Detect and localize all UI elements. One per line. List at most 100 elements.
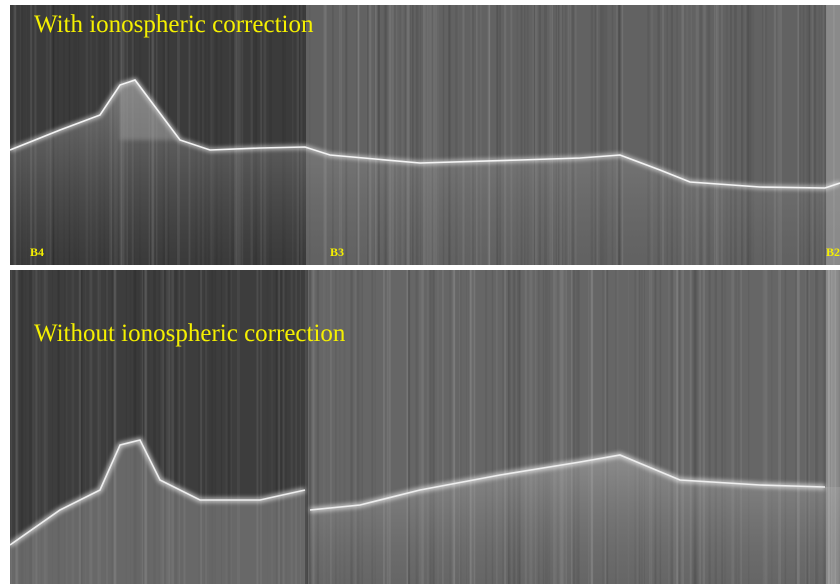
noise-stripe xyxy=(296,5,299,265)
noise-stripe xyxy=(532,5,535,265)
noise-stripe xyxy=(21,270,23,584)
noise-stripe xyxy=(174,270,178,584)
noise-stripe xyxy=(235,5,239,265)
noise-stripe xyxy=(426,270,428,584)
noise-stripe xyxy=(97,270,101,584)
noise-stripe xyxy=(460,270,462,584)
noise-stripe xyxy=(407,270,411,584)
noise-stripe xyxy=(678,270,681,584)
noise-stripe xyxy=(276,270,279,584)
noise-stripe xyxy=(502,270,504,584)
noise-stripe xyxy=(524,5,526,265)
noise-stripe xyxy=(183,270,186,584)
noise-stripe xyxy=(395,5,398,265)
noise-stripe xyxy=(747,5,749,265)
noise-stripe xyxy=(741,5,743,265)
noise-stripe xyxy=(133,270,137,584)
noise-stripe xyxy=(462,5,466,265)
noise-stripe xyxy=(374,5,377,265)
noise-stripe xyxy=(236,5,240,265)
noise-stripe xyxy=(453,270,456,584)
noise-stripe xyxy=(350,270,354,584)
noise-stripe xyxy=(390,5,393,265)
noise-stripe xyxy=(292,5,294,265)
noise-stripe xyxy=(388,270,391,584)
noise-stripe xyxy=(418,270,421,584)
noise-stripe xyxy=(325,5,327,265)
noise-stripe xyxy=(694,270,698,584)
noise-stripe xyxy=(699,5,701,265)
noise-stripe xyxy=(188,5,191,265)
noise-stripe xyxy=(534,270,537,584)
noise-stripe xyxy=(618,5,620,265)
noise-stripe xyxy=(485,270,488,584)
noise-stripe xyxy=(670,5,674,265)
noise-stripe xyxy=(617,5,620,265)
noise-stripe xyxy=(473,270,476,584)
noise-stripe xyxy=(410,5,412,265)
noise-stripe xyxy=(44,270,46,584)
noise-stripe xyxy=(571,5,575,265)
noise-stripe xyxy=(752,5,755,265)
noise-stripe xyxy=(496,5,499,265)
noise-stripe xyxy=(749,5,752,265)
beam-label: B2 xyxy=(826,245,840,259)
noise-stripe xyxy=(13,5,17,265)
noise-stripe xyxy=(304,270,307,584)
noise-stripe xyxy=(574,5,577,265)
noise-stripe xyxy=(469,270,473,584)
noise-stripe xyxy=(420,5,422,265)
noise-stripe xyxy=(692,270,696,584)
noise-stripe xyxy=(512,270,516,584)
noise-stripe xyxy=(508,270,510,584)
noise-stripe xyxy=(431,270,435,584)
noise-stripe xyxy=(492,270,494,584)
noise-stripe xyxy=(236,5,238,265)
noise-stripe xyxy=(198,270,201,584)
noise-stripe xyxy=(14,5,17,265)
noise-stripe xyxy=(259,270,263,584)
noise-stripe xyxy=(158,270,160,584)
noise-stripe xyxy=(81,270,83,584)
noise-stripe xyxy=(555,5,559,265)
noise-stripe xyxy=(271,270,273,584)
noise-stripe xyxy=(307,270,310,584)
noise-stripe xyxy=(797,270,800,584)
noise-stripe xyxy=(569,5,572,265)
noise-stripe xyxy=(449,270,451,584)
noise-stripe xyxy=(464,5,466,265)
noise-stripe xyxy=(279,270,282,584)
noise-stripe xyxy=(699,5,702,265)
noise-stripe xyxy=(563,270,565,584)
beam-label: B4 xyxy=(30,245,44,259)
noise-stripe xyxy=(621,5,624,265)
noise-stripe xyxy=(373,270,376,584)
noise-stripe xyxy=(779,5,783,265)
noise-stripe xyxy=(675,270,679,584)
noise-stripe xyxy=(516,5,519,265)
noise-stripe xyxy=(542,270,544,584)
noise-stripe xyxy=(417,5,420,265)
noise-stripe xyxy=(433,5,436,265)
noise-stripe xyxy=(659,270,662,584)
noise-stripe xyxy=(538,5,541,265)
noise-stripe xyxy=(211,5,214,265)
noise-stripe xyxy=(340,5,342,265)
noise-stripe xyxy=(133,270,137,584)
noise-stripe xyxy=(21,5,23,265)
noise-stripe xyxy=(689,270,692,584)
noise-stripe xyxy=(178,270,180,584)
noise-stripe xyxy=(415,5,418,265)
noise-stripe xyxy=(230,270,232,584)
noise-stripe xyxy=(553,270,556,584)
noise-stripe xyxy=(720,5,723,265)
noise-stripe xyxy=(89,270,93,584)
noise-stripe xyxy=(415,270,418,584)
noise-stripe xyxy=(637,270,640,584)
bottom-panel xyxy=(10,270,840,584)
noise-stripe xyxy=(105,270,108,584)
noise-stripe xyxy=(697,5,701,265)
noise-stripe xyxy=(32,270,35,584)
noise-stripe xyxy=(476,5,478,265)
noise-stripe xyxy=(145,270,147,584)
